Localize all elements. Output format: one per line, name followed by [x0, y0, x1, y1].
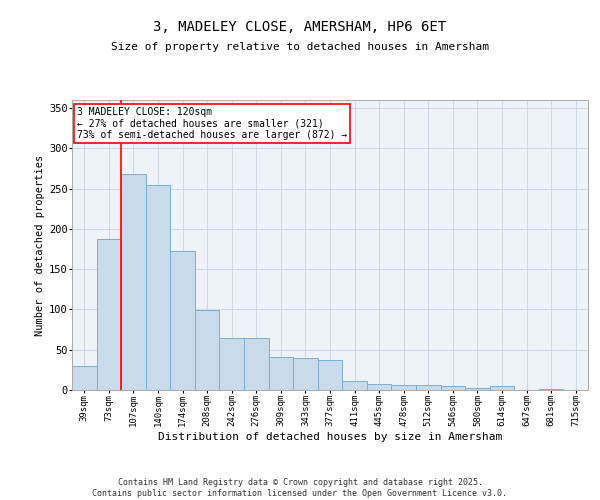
Bar: [416, 385, 440, 390]
Bar: [97, 238, 121, 390]
Bar: [391, 385, 416, 390]
Text: Size of property relative to detached houses in Amersham: Size of property relative to detached ho…: [111, 42, 489, 52]
Y-axis label: Number of detached properties: Number of detached properties: [35, 154, 45, 336]
Bar: [244, 338, 269, 390]
Text: 3, MADELEY CLOSE, AMERSHAM, HP6 6ET: 3, MADELEY CLOSE, AMERSHAM, HP6 6ET: [154, 20, 446, 34]
Bar: [220, 338, 244, 390]
Bar: [195, 310, 220, 390]
Text: 3 MADELEY CLOSE: 120sqm
← 27% of detached houses are smaller (321)
73% of semi-d: 3 MADELEY CLOSE: 120sqm ← 27% of detache…: [77, 108, 347, 140]
Text: Contains HM Land Registry data © Crown copyright and database right 2025.
Contai: Contains HM Land Registry data © Crown c…: [92, 478, 508, 498]
Bar: [293, 358, 318, 390]
Bar: [465, 388, 490, 390]
Bar: [318, 360, 342, 390]
Bar: [170, 250, 195, 390]
Bar: [490, 386, 514, 390]
Bar: [342, 381, 367, 390]
Bar: [440, 386, 465, 390]
Bar: [72, 366, 97, 390]
X-axis label: Distribution of detached houses by size in Amersham: Distribution of detached houses by size …: [158, 432, 502, 442]
Bar: [121, 174, 146, 390]
Bar: [367, 384, 391, 390]
Bar: [269, 357, 293, 390]
Bar: [539, 389, 563, 390]
Bar: [146, 184, 170, 390]
